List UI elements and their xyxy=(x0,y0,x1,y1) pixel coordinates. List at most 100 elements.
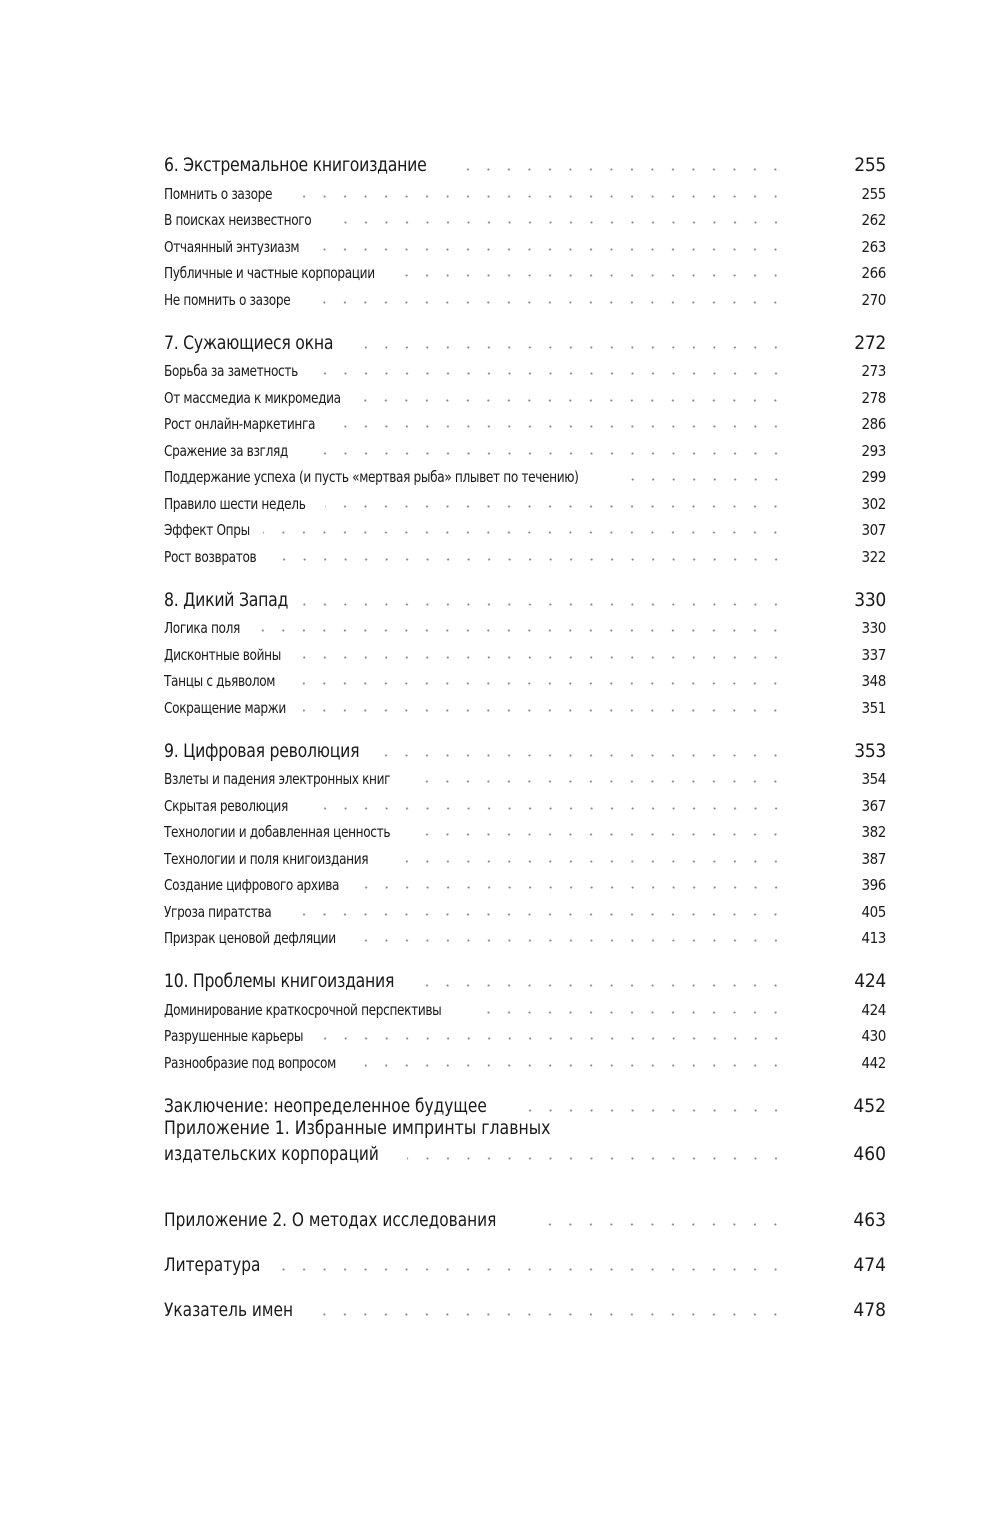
dot-leader xyxy=(364,398,786,402)
entry-title: От массмедиа к микромедиа xyxy=(164,388,341,407)
dot-leader xyxy=(275,1268,786,1271)
toc-entry-section[interactable]: От массмедиа к микромедиа 278 xyxy=(164,380,886,407)
toc-entry-conclusion[interactable]: Заключение: неопределенное будущее 452 xyxy=(164,1072,886,1117)
toc-entry-section[interactable]: Правило шести недель 302 xyxy=(164,486,886,513)
entry-title: Рост возвратов xyxy=(164,547,257,566)
page-number: 278 xyxy=(861,388,886,407)
entry-title: Помнить о зазоре xyxy=(164,184,273,203)
entry-title: Сокращение маржи xyxy=(164,698,286,717)
dot-leader xyxy=(305,806,786,810)
toc-entry-section[interactable]: Помнить о зазоре 255 xyxy=(164,176,886,203)
page-number: 460 xyxy=(853,1143,886,1165)
page-number: 262 xyxy=(861,211,886,229)
entry-title: Логика поля xyxy=(164,619,240,637)
toc-entry-section[interactable]: Разнообразие под вопросом 442 xyxy=(164,1045,886,1072)
toc-entry-name-index[interactable]: Указатель имен 478 xyxy=(164,1276,886,1321)
entry-title: Технологии и поля книгоиздания xyxy=(164,849,369,868)
dot-leader xyxy=(288,194,786,198)
page-number: 348 xyxy=(861,672,886,690)
dot-leader xyxy=(308,300,786,304)
dot-leader xyxy=(335,425,786,428)
toc-entry-section[interactable]: Дисконтные войны 337 xyxy=(164,637,886,664)
dot-leader xyxy=(311,1313,786,1316)
dot-leader xyxy=(305,451,786,455)
entry-title: 9. Цифровая революция xyxy=(164,739,360,762)
entry-title: Взлеты и падения электронных книг xyxy=(164,770,391,788)
dot-leader xyxy=(287,912,786,916)
page-number: 302 xyxy=(861,494,886,513)
page-number: 255 xyxy=(854,154,886,176)
toc-entry-section[interactable]: Танцы с дьяволом 348 xyxy=(164,664,886,690)
page-number: 478 xyxy=(853,1299,886,1321)
dot-leader xyxy=(302,602,786,606)
dot-leader xyxy=(362,886,786,889)
dot-leader xyxy=(325,504,786,508)
dot-leader xyxy=(359,1063,786,1067)
toc-entry-section[interactable]: Создание цифрового архива 396 xyxy=(164,868,886,894)
toc-entry-section[interactable]: Угроза пиратства 405 xyxy=(164,894,886,921)
toc-entry-section[interactable]: Логика поля 330 xyxy=(164,611,886,637)
page-number: 337 xyxy=(861,645,886,664)
toc-entry-section[interactable]: Рост онлайн-маркетинга 286 xyxy=(164,407,886,433)
toc-entry-appendix-1[interactable]: Приложение 1. Избранные импринты главных… xyxy=(164,1117,886,1165)
toc-entry-section[interactable]: Сражение за взгляд 293 xyxy=(164,433,886,460)
toc-entry-chapter[interactable]: 7. Сужающиеся окна 272 xyxy=(164,330,886,354)
table-of-contents: 6. Экстремальное книгоиздание 255 Помнить … xyxy=(164,152,886,1093)
dot-leader xyxy=(526,1109,786,1112)
toc-entry-section[interactable]: Технологии и поля книгоиздания 387 xyxy=(164,841,886,868)
toc-entry-section[interactable]: Взлеты и падения электронных книг 354 xyxy=(164,762,886,788)
toc-entry-section[interactable]: Эффект Опры 307 xyxy=(164,513,886,539)
toc-entry-section[interactable]: Публичные и частные корпорации 266 xyxy=(164,256,886,282)
entry-title: Скрытая революция xyxy=(164,796,288,815)
page-number: 452 xyxy=(853,1095,886,1117)
dot-leader xyxy=(419,833,786,836)
entry-title: Призрак ценовой дефляции xyxy=(164,929,336,947)
entry-title: Не помнить о зазоре xyxy=(164,290,291,309)
dot-leader xyxy=(318,247,786,251)
page-number: 430 xyxy=(861,1027,886,1045)
page-number: 424 xyxy=(854,970,886,992)
toc-entry-section[interactable]: Технологии и добавленная ценность 382 xyxy=(164,815,886,841)
toc-entry-section[interactable]: Отчаянный энтузиазм 263 xyxy=(164,229,886,256)
toc-entry-section[interactable]: Не помнить о зазоре 270 xyxy=(164,282,886,309)
entry-title: Создание цифрового архива xyxy=(164,876,340,894)
page-number: 353 xyxy=(854,739,886,762)
toc-entry-chapter[interactable]: 8. Дикий Запад 330 xyxy=(164,587,886,611)
page-number: 266 xyxy=(861,264,886,282)
toc-entry-section[interactable]: Сокращение маржи 351 xyxy=(164,690,886,717)
chapter-group: 9. Цифровая революция 353 Взлеты и падения… xyxy=(164,738,886,948)
toc-entry-chapter[interactable]: 6. Экстремальное книгоиздание 255 xyxy=(164,152,886,176)
toc-entry-section[interactable]: Доминирование краткосрочной перспективы 4… xyxy=(164,992,886,1019)
page-number: 255 xyxy=(861,184,886,203)
page-number: 405 xyxy=(861,902,886,921)
entry-title: Танцы с дьяволом xyxy=(164,672,276,690)
chapter-group: 10. Проблемы книгоиздания 424 Доминировани… xyxy=(164,968,886,1072)
entry-title: 10. Проблемы книгоиздания xyxy=(164,970,395,992)
toc-entry-section[interactable]: Разрушенные карьеры 430 xyxy=(164,1019,886,1045)
dot-leader xyxy=(402,274,786,277)
chapter-group: 6. Экстремальное книгоиздание 255 Помнить … xyxy=(164,152,886,309)
toc-entry-chapter[interactable]: 10. Проблемы книгоиздания 424 xyxy=(164,968,886,992)
page-number: 286 xyxy=(861,415,886,433)
page-number: 413 xyxy=(861,929,886,947)
toc-entry-chapter[interactable]: 9. Цифровая революция 353 xyxy=(164,738,886,762)
toc-entry-section[interactable]: В поисках неизвестного 262 xyxy=(164,203,886,229)
toc-entry-section[interactable]: Рост возвратов 322 xyxy=(164,539,886,566)
entry-title: Отчаянный энтузиазм xyxy=(164,237,300,256)
dot-leader xyxy=(331,221,786,224)
toc-entry-section[interactable]: Призрак ценовой дефляции 413 xyxy=(164,921,886,947)
entry-title: Сражение за взгляд xyxy=(164,441,288,460)
toc-entry-section[interactable]: Скрытая революция 367 xyxy=(164,788,886,815)
dot-leader xyxy=(628,478,786,481)
page-number: 299 xyxy=(861,468,886,486)
toc-entry-literature[interactable]: Литература 474 xyxy=(164,1231,886,1276)
dot-leader xyxy=(358,939,786,942)
page-number: 351 xyxy=(861,698,886,717)
toc-entry-section[interactable]: Борьба за заметность 273 xyxy=(164,354,886,380)
page-number: 424 xyxy=(861,1000,886,1019)
toc-entry-section[interactable]: Поддержание успеха (и пусть «мертвая рыб… xyxy=(164,460,886,486)
page-number: 272 xyxy=(854,331,886,354)
page-number: 330 xyxy=(854,588,886,611)
entry-title: 7. Сужающиеся окна xyxy=(164,331,334,354)
toc-entry-appendix-2[interactable]: Приложение 2. О методах исследования 463 xyxy=(164,1186,886,1231)
